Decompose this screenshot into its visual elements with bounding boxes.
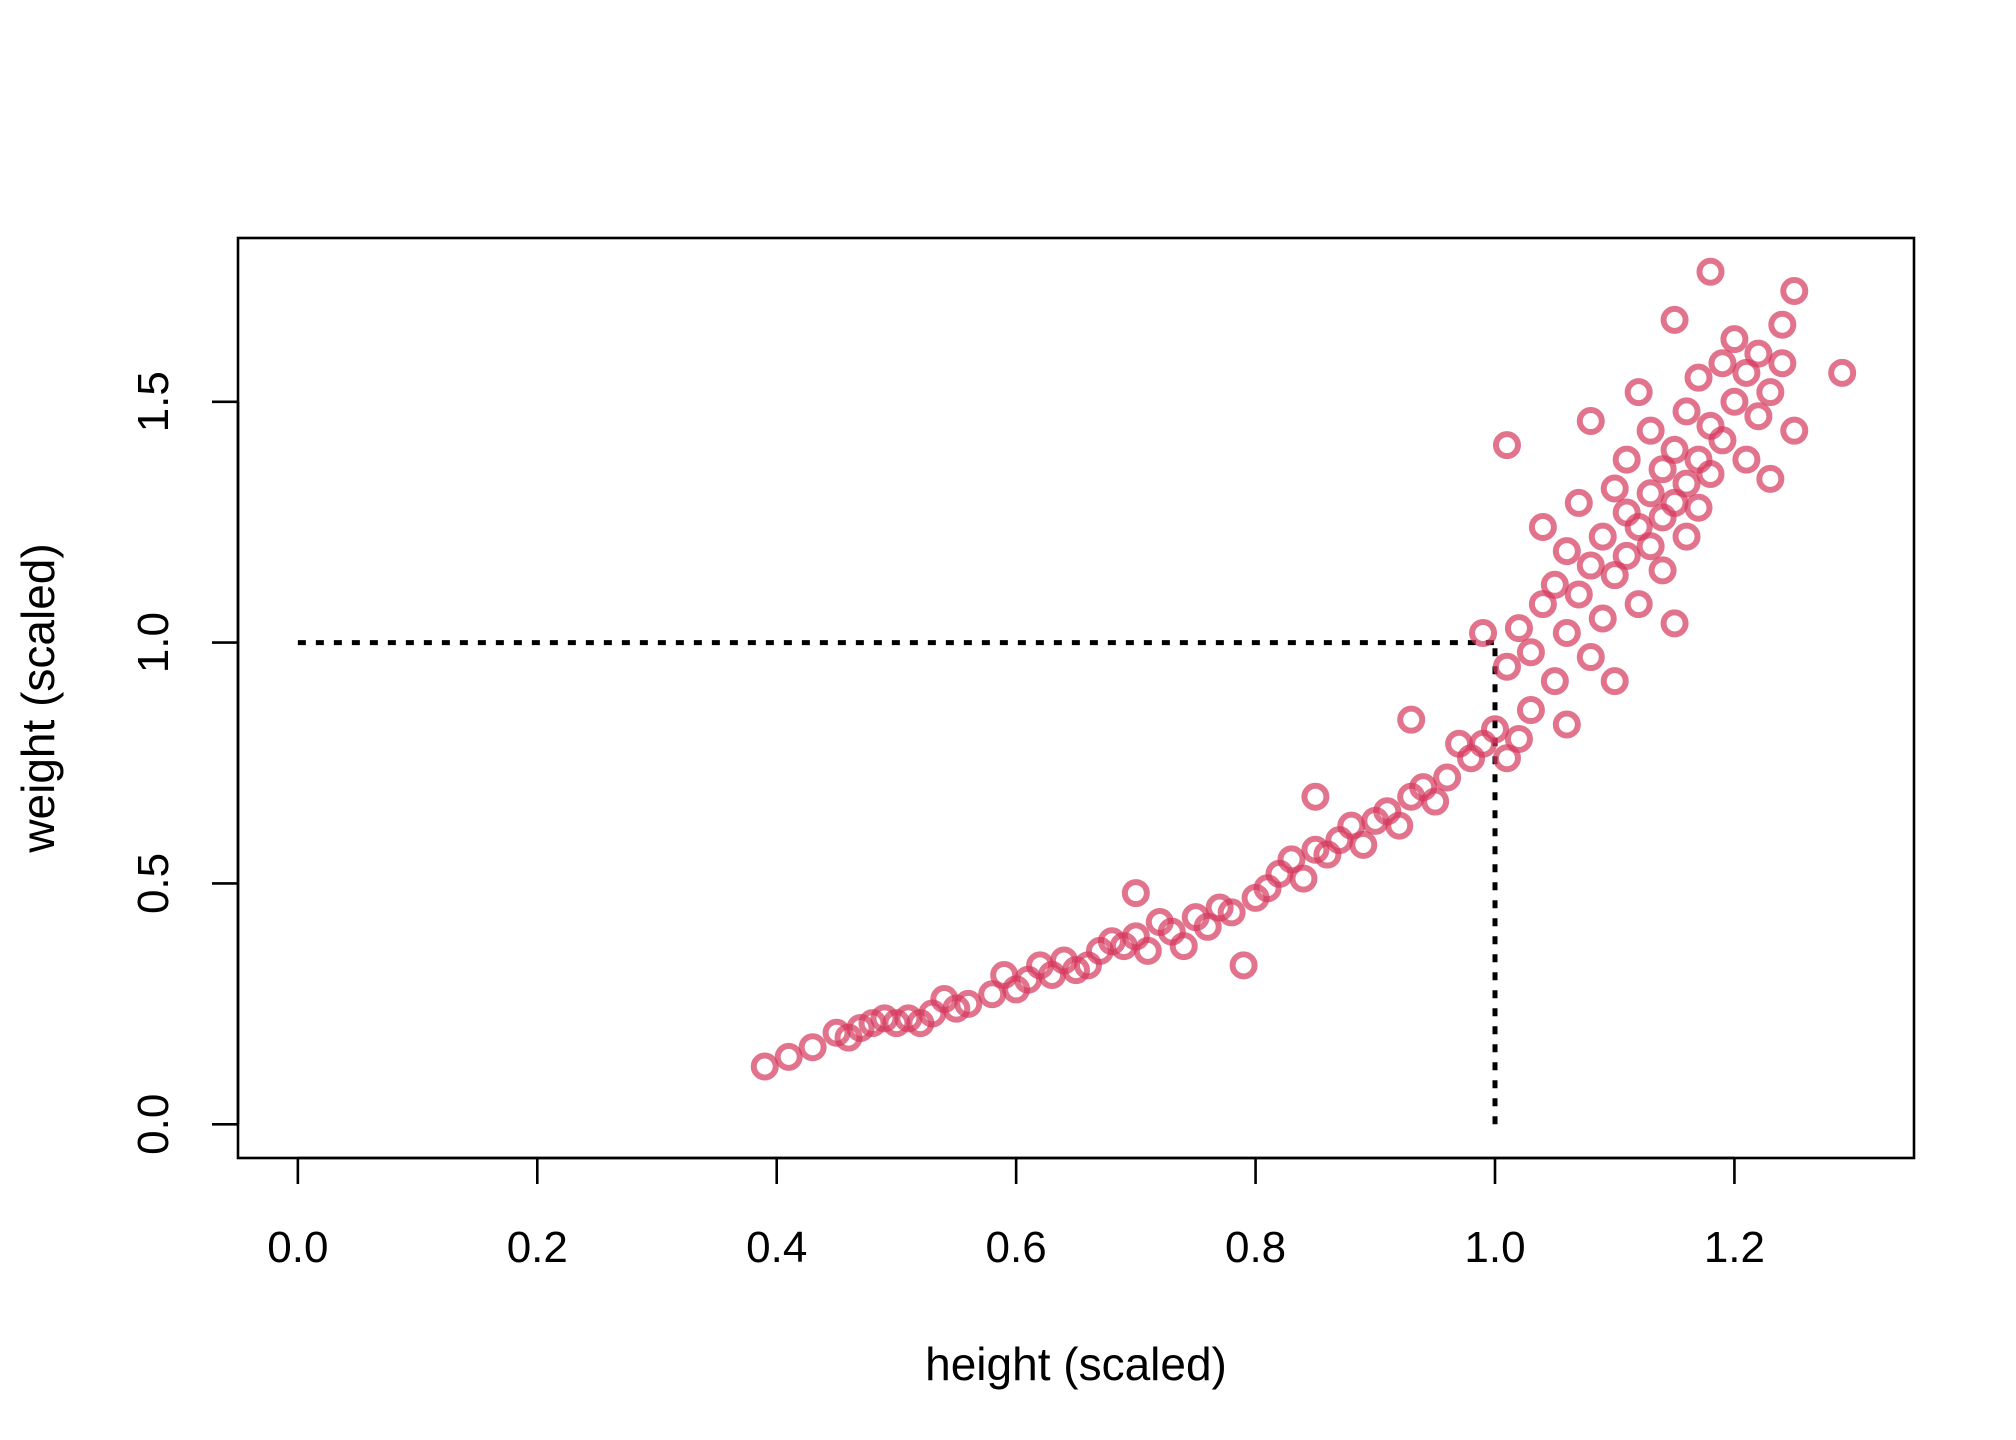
- data-point: [1744, 339, 1773, 368]
- data-point: [1636, 532, 1665, 561]
- data-point: [1564, 580, 1593, 609]
- data-point: [1780, 416, 1809, 445]
- y-tick-label: 1.5: [129, 371, 178, 432]
- data-point: [1612, 541, 1641, 570]
- data-point: [1696, 257, 1725, 286]
- data-point: [1349, 830, 1378, 859]
- data-point: [1648, 455, 1677, 484]
- data-point: [1672, 522, 1701, 551]
- data-point: [1720, 325, 1749, 354]
- data-point: [1576, 551, 1605, 580]
- data-point: [1481, 715, 1509, 744]
- data-point: [1684, 363, 1713, 392]
- data-point: [1624, 590, 1653, 619]
- data-point: [1469, 618, 1498, 647]
- y-axis-label: weight (scaled): [12, 543, 64, 853]
- data-point: [1696, 460, 1725, 489]
- data-point: [1708, 349, 1737, 378]
- data-point: [1612, 445, 1641, 474]
- data-point: [1504, 724, 1533, 753]
- data-point: [1277, 845, 1306, 874]
- data-point: [1229, 951, 1258, 980]
- data-point: [1540, 667, 1569, 696]
- data-point: [1768, 349, 1797, 378]
- data-point: [1576, 643, 1605, 672]
- data-point: [1636, 479, 1665, 508]
- data-point: [1672, 469, 1701, 498]
- data-point: [1732, 445, 1761, 474]
- data-point: [1504, 614, 1533, 643]
- data-point: [1289, 864, 1318, 893]
- data-point: [1516, 638, 1545, 667]
- data-point: [1828, 358, 1857, 387]
- data-point: [1600, 667, 1629, 696]
- data-point: [1660, 609, 1689, 638]
- data-point: [1780, 276, 1809, 305]
- x-tick-label: 0.8: [1225, 1223, 1286, 1272]
- data-point: [1636, 416, 1665, 445]
- data-point: [1492, 652, 1521, 681]
- data-point: [1624, 378, 1653, 407]
- data-point: [1588, 522, 1617, 551]
- data-point: [1564, 488, 1593, 517]
- x-tick-label: 1.2: [1704, 1223, 1765, 1272]
- data-point: [1756, 464, 1785, 493]
- y-axis: 0.0 0.5 1.0 1.5: [129, 371, 240, 1155]
- data-point: [1397, 705, 1426, 734]
- data-point: [1600, 561, 1629, 590]
- data-point: [1169, 932, 1198, 961]
- data-point: [750, 1052, 779, 1081]
- data-point: [798, 1033, 827, 1062]
- data-point: [1672, 397, 1701, 426]
- data-point: [954, 989, 983, 1018]
- data-point: [1540, 570, 1569, 599]
- x-axis-label: height (scaled): [925, 1338, 1227, 1390]
- data-point: [1732, 358, 1761, 387]
- plot-frame: [236, 236, 1916, 1160]
- data-point: [1193, 912, 1222, 941]
- data-point: [774, 1042, 803, 1071]
- data-point: [1660, 305, 1689, 334]
- data-point: [1121, 879, 1150, 908]
- data-point: [1492, 744, 1521, 773]
- data-point: [1552, 618, 1581, 647]
- y-tick-label: 0.5: [129, 853, 178, 914]
- data-point: [1528, 590, 1557, 619]
- data-point: [1624, 513, 1653, 542]
- data-point: [1301, 782, 1330, 811]
- reference-lines: [297, 640, 1498, 1125]
- data-point: [1421, 787, 1450, 816]
- data-point: [1433, 763, 1462, 792]
- x-axis: 0.0 0.2 0.4 0.6 0.8 1.0 1.2: [267, 1156, 1765, 1272]
- data-point: [1660, 435, 1689, 464]
- data-point: [1600, 474, 1629, 503]
- data-point: [1756, 378, 1785, 407]
- data-point: [1576, 407, 1605, 436]
- data-point: [1385, 811, 1414, 840]
- data-point: [1552, 537, 1581, 566]
- data-point: [1744, 402, 1773, 431]
- data-point: [1588, 604, 1617, 633]
- data-point: [1217, 898, 1246, 927]
- x-tick-label: 0.0: [267, 1223, 328, 1272]
- data-points: [750, 257, 1857, 1081]
- data-point: [1528, 513, 1557, 542]
- data-point: [1552, 710, 1581, 739]
- data-point: [1768, 310, 1797, 339]
- data-point: [1648, 556, 1677, 585]
- x-tick-label: 0.6: [986, 1223, 1047, 1272]
- data-point: [1708, 426, 1737, 455]
- x-tick-label: 0.4: [746, 1223, 807, 1272]
- y-tick-label: 1.0: [129, 612, 178, 673]
- data-point: [1516, 696, 1545, 725]
- y-tick-label: 0.0: [129, 1094, 178, 1155]
- data-point: [1492, 431, 1521, 460]
- x-tick-label: 1.0: [1464, 1223, 1525, 1272]
- data-point: [1720, 387, 1749, 416]
- x-tick-label: 0.2: [507, 1223, 568, 1272]
- data-point: [1684, 493, 1713, 522]
- data-point: [1133, 936, 1162, 965]
